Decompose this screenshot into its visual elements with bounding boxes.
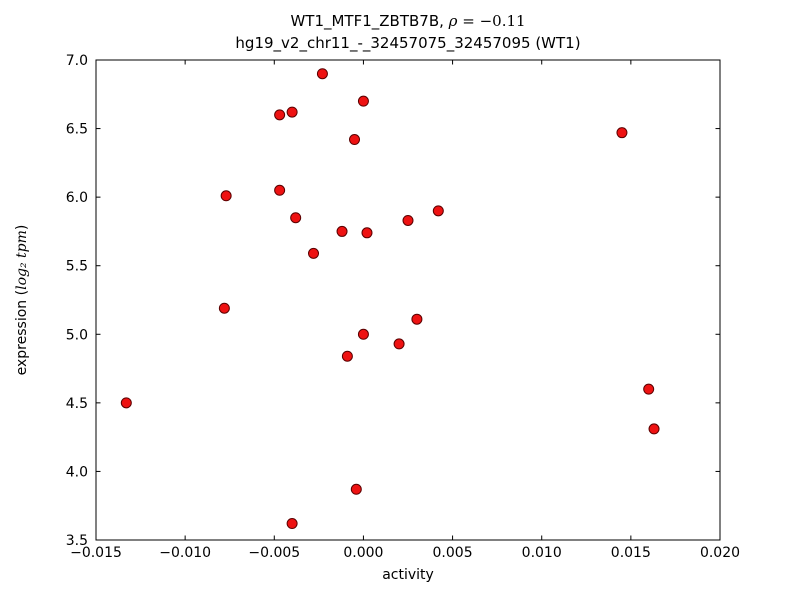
x-tick-label: 0.015 (611, 545, 651, 561)
scatter-point (336, 225, 348, 237)
scatter-point (361, 227, 373, 239)
scatter-point (220, 190, 232, 202)
x-tick-label: −0.005 (248, 545, 300, 561)
y-axis-label-math: log₂ tpm (14, 230, 30, 290)
x-tick-label: −0.010 (159, 545, 211, 561)
scatter-point (402, 214, 414, 226)
scatter-point (341, 350, 353, 362)
scatter-point (349, 134, 361, 146)
scatter-point (411, 313, 423, 325)
scatter-point (616, 127, 628, 139)
y-axis-label-suffix: ) (14, 224, 30, 231)
scatter-point (316, 68, 328, 80)
scatter-point (393, 338, 405, 350)
x-tick-label: 0.020 (700, 545, 740, 561)
scatter-point (290, 212, 302, 224)
scatter-point (643, 383, 655, 395)
chart-title-line2: hg19_v2_chr11_-_32457075_32457095 (WT1) (235, 33, 581, 52)
x-tick-label: 0.005 (433, 545, 473, 561)
y-tick-label: 6.5 (66, 122, 88, 138)
title-rho-value: = −0.11 (457, 12, 526, 30)
scatter-point (648, 423, 660, 435)
scatter-point (308, 247, 320, 259)
x-tick-label: 0.000 (343, 545, 383, 561)
y-tick-label: 7.0 (66, 53, 88, 69)
y-tick-label: 4.5 (66, 396, 88, 412)
scatter-point (120, 397, 132, 409)
scatter-point (218, 302, 230, 314)
x-axis-label: activity (382, 567, 434, 583)
y-tick-label: 4.0 (66, 464, 88, 480)
scatter-point (274, 184, 286, 196)
y-tick-label: 6.0 (66, 190, 88, 206)
scatter-point (357, 95, 369, 107)
x-tick-label: −0.015 (70, 545, 122, 561)
scatter-point (432, 205, 444, 217)
scatter-point (350, 483, 362, 495)
axes-frame (95, 59, 721, 541)
y-tick-label: 3.5 (66, 533, 88, 549)
scatter-point (286, 518, 298, 530)
title-rho-symbol: ρ (448, 12, 458, 30)
x-tick-label: 0.010 (522, 545, 562, 561)
y-tick-label: 5.0 (66, 327, 88, 343)
scatter-point (357, 328, 369, 340)
chart-title: WT1_MTF1_ZBTB7B, ρ = −0.11 hg19_v2_chr11… (235, 11, 580, 55)
y-axis-label-prefix: expression ( (14, 289, 30, 376)
scatter-point (286, 106, 298, 118)
title-text: WT1_MTF1_ZBTB7B, (290, 12, 449, 30)
chart-title-line1: WT1_MTF1_ZBTB7B, ρ = −0.11 (235, 11, 580, 33)
scatter-point (274, 109, 286, 121)
y-axis-label: expression (log₂ tpm) (14, 225, 30, 376)
y-tick-label: 5.5 (66, 259, 88, 275)
